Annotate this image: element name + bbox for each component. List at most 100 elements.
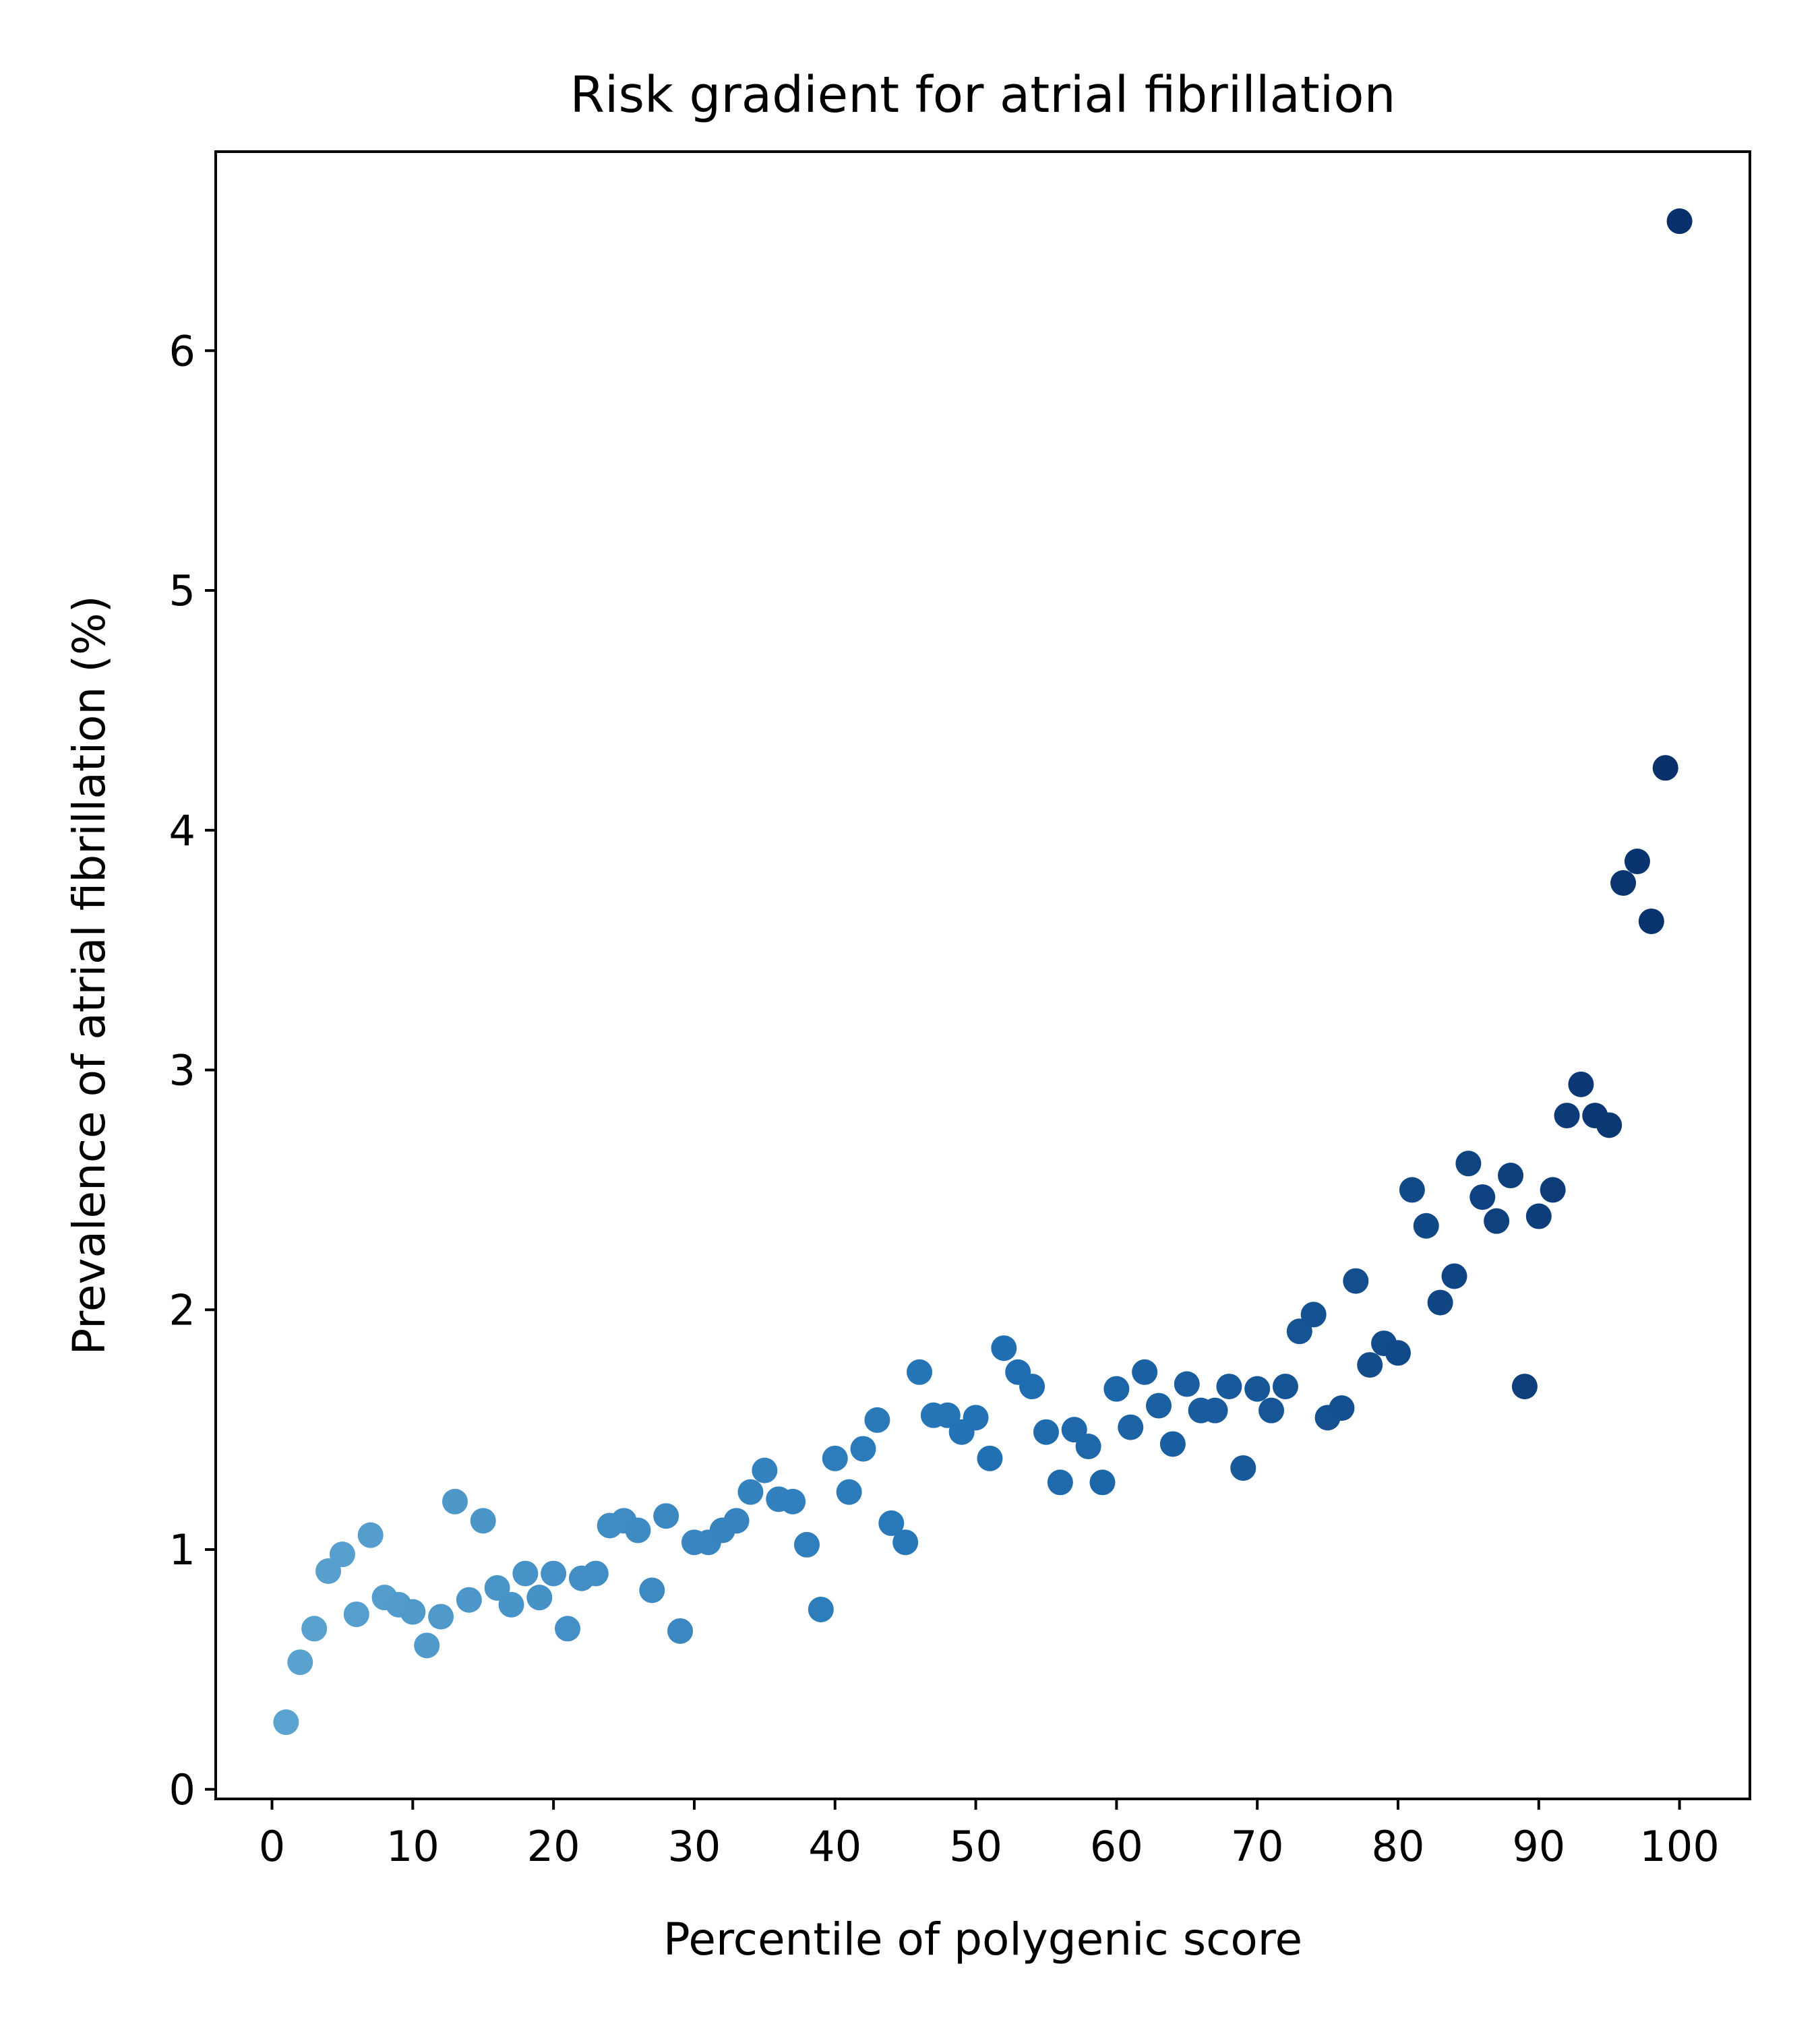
y-tick-label: 5 — [169, 566, 195, 615]
data-point — [1610, 870, 1637, 896]
data-point — [1258, 1397, 1285, 1423]
data-point — [1357, 1352, 1383, 1378]
x-axis-ticks: 0 10 20 30 40 50 60 70 80 90 100 — [259, 1799, 1720, 1871]
data-point — [470, 1508, 496, 1534]
data-point — [1159, 1431, 1186, 1457]
data-point — [667, 1618, 694, 1644]
data-point — [329, 1541, 355, 1568]
data-point — [1624, 849, 1650, 875]
data-point — [1216, 1374, 1242, 1400]
data-point — [1596, 1112, 1622, 1138]
data-point — [414, 1632, 440, 1659]
data-point — [357, 1522, 384, 1548]
data-point — [1118, 1414, 1144, 1440]
data-points — [273, 208, 1693, 1736]
data-point — [1498, 1163, 1524, 1189]
data-point — [625, 1517, 651, 1543]
data-point — [1427, 1289, 1453, 1316]
data-point — [456, 1587, 482, 1613]
y-axis-ticks: 0 1 2 3 4 5 6 — [169, 326, 216, 1814]
data-point — [1666, 208, 1693, 235]
data-point — [1300, 1301, 1327, 1328]
data-point — [752, 1457, 778, 1483]
data-point — [1329, 1395, 1355, 1421]
data-point — [343, 1601, 369, 1628]
y-tick-label: 6 — [169, 326, 195, 375]
data-point — [1103, 1376, 1130, 1402]
data-point — [315, 1558, 342, 1585]
data-point — [1540, 1177, 1566, 1203]
data-point — [892, 1529, 919, 1556]
y-tick-label: 2 — [169, 1285, 195, 1335]
data-point — [1568, 1071, 1594, 1097]
data-point — [653, 1503, 679, 1529]
data-point — [793, 1531, 820, 1558]
data-point — [907, 1359, 933, 1385]
data-point — [1089, 1469, 1116, 1496]
data-point — [1061, 1417, 1087, 1443]
x-tick-label: 100 — [1639, 1822, 1719, 1871]
data-point — [498, 1591, 524, 1618]
data-point — [1202, 1397, 1228, 1423]
data-point — [723, 1508, 750, 1534]
x-tick-label: 70 — [1231, 1822, 1284, 1871]
data-point — [1413, 1213, 1439, 1239]
x-tick-label: 20 — [527, 1822, 580, 1871]
data-point — [1286, 1318, 1312, 1345]
data-point — [1244, 1376, 1271, 1402]
data-point — [273, 1709, 299, 1736]
data-point — [512, 1560, 539, 1587]
x-tick-label: 50 — [949, 1822, 1002, 1871]
data-point — [428, 1603, 454, 1630]
data-point — [301, 1616, 328, 1642]
data-point — [1146, 1392, 1172, 1419]
data-point — [850, 1436, 876, 1462]
data-point — [1525, 1203, 1552, 1229]
data-point — [287, 1649, 313, 1676]
data-point — [1638, 908, 1664, 934]
data-point — [582, 1560, 609, 1587]
x-tick-label: 90 — [1512, 1822, 1565, 1871]
data-point — [1441, 1263, 1467, 1289]
data-point — [1075, 1434, 1101, 1460]
data-point — [836, 1479, 862, 1505]
data-point — [864, 1407, 890, 1433]
data-point — [1272, 1374, 1298, 1400]
data-point — [400, 1599, 426, 1625]
chart-title: Risk gradient for atrial fibrillation — [570, 66, 1396, 124]
data-point — [526, 1585, 553, 1611]
x-axis-label: Percentile of polygenic score — [663, 1913, 1302, 1965]
plot-frame — [214, 150, 1751, 1800]
data-point — [808, 1596, 834, 1622]
x-tick-label: 80 — [1372, 1822, 1425, 1871]
data-point — [1019, 1374, 1045, 1400]
data-point — [555, 1616, 581, 1642]
data-point — [1511, 1374, 1538, 1400]
data-point — [780, 1488, 806, 1514]
y-tick-label: 1 — [169, 1525, 195, 1574]
x-tick-label: 40 — [808, 1822, 861, 1871]
x-tick-label: 10 — [386, 1822, 439, 1871]
data-point — [991, 1335, 1017, 1361]
data-point — [442, 1488, 468, 1514]
data-point — [639, 1577, 665, 1603]
data-point — [737, 1479, 764, 1505]
data-point — [963, 1405, 989, 1431]
y-tick-label: 4 — [169, 806, 195, 855]
y-tick-label: 3 — [169, 1046, 195, 1095]
data-point — [484, 1574, 510, 1601]
y-axis-label: Prevalence of atrial fibrillation (%) — [63, 596, 115, 1355]
data-point — [1484, 1208, 1510, 1234]
data-point — [878, 1510, 905, 1536]
data-point — [822, 1445, 848, 1471]
data-point — [541, 1560, 567, 1587]
data-point — [1385, 1340, 1411, 1366]
data-point — [934, 1402, 961, 1428]
data-point — [1343, 1268, 1369, 1294]
data-point — [1033, 1419, 1059, 1445]
data-point — [1469, 1184, 1496, 1211]
x-tick-label: 0 — [259, 1822, 285, 1871]
data-point — [1230, 1455, 1256, 1481]
